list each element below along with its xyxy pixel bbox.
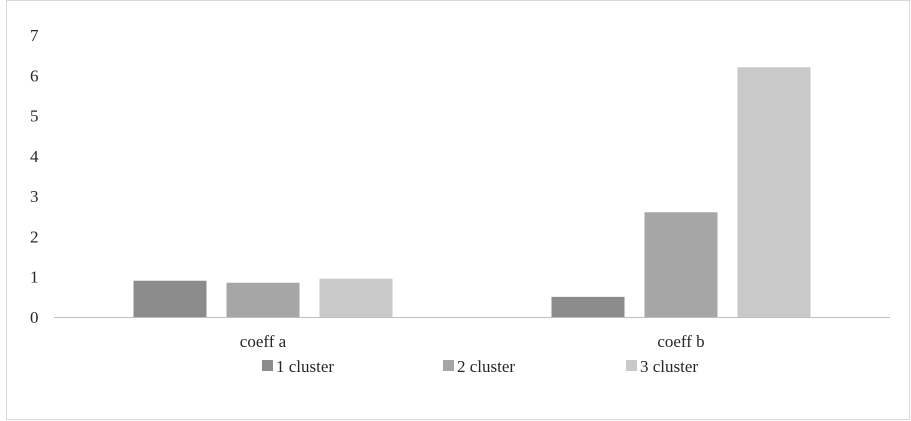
y-tick-label: 0 (30, 308, 39, 327)
legend-label: 2 cluster (457, 357, 515, 376)
y-tick-label: 4 (30, 147, 39, 166)
y-tick-label: 6 (30, 66, 39, 85)
legend-label: 1 cluster (276, 357, 334, 376)
y-tick-label: 3 (30, 187, 39, 206)
bar-1-cluster-coeff-a (133, 280, 207, 317)
x-tick-label: coeff b (657, 332, 704, 351)
bar-3-cluster-coeff-b (737, 67, 811, 317)
bar-1-cluster-coeff-b (551, 296, 625, 317)
y-tick-label: 1 (30, 268, 39, 287)
y-axis-ticks: 0 1 2 3 4 5 6 7 (30, 26, 39, 327)
legend: 1 cluster 2 cluster 3 cluster (262, 357, 698, 376)
x-tick-label: coeff a (240, 332, 287, 351)
legend-label: 3 cluster (640, 357, 698, 376)
bar-2-cluster-coeff-a (226, 282, 300, 317)
y-tick-label: 7 (30, 26, 39, 45)
legend-swatch (262, 360, 273, 371)
bar-2-cluster-coeff-b (644, 212, 718, 317)
legend-swatch (443, 360, 454, 371)
y-tick-label: 2 (30, 227, 39, 246)
x-axis-labels: coeff a coeff b (240, 332, 705, 351)
bar-3-cluster-coeff-a (319, 278, 393, 317)
bars (133, 67, 811, 317)
y-tick-label: 5 (30, 107, 39, 126)
legend-swatch (626, 360, 637, 371)
